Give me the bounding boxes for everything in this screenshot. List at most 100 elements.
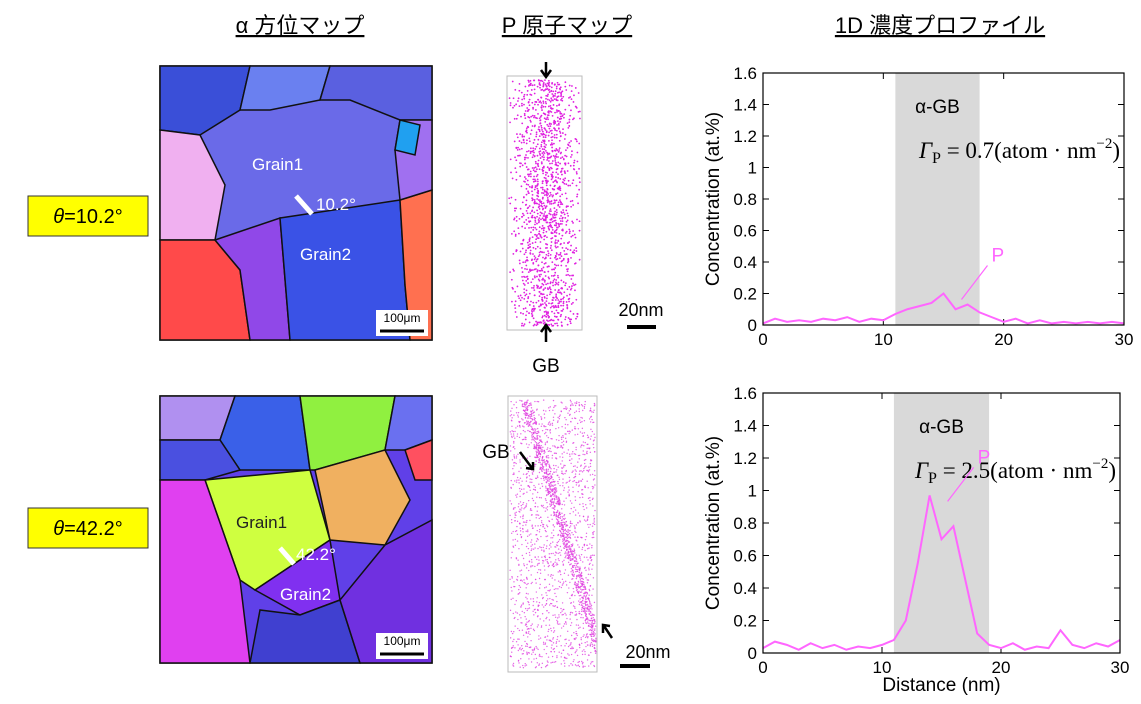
atom-dot: [532, 605, 533, 606]
atom-dot: [585, 597, 586, 598]
atom-dot: [586, 536, 587, 537]
atom-dot: [521, 148, 523, 150]
atom-dot: [586, 451, 587, 452]
atom-dot: [513, 431, 514, 432]
atom-dot: [557, 312, 559, 314]
atom-dot: [570, 140, 572, 142]
atom-dot: [547, 226, 549, 228]
atom-dot: [557, 100, 559, 102]
atom-dot: [568, 556, 569, 557]
atom-dot: [593, 486, 594, 487]
atom-dot: [534, 255, 536, 257]
atom-dot: [589, 600, 590, 601]
atom-dot: [552, 214, 554, 216]
atom-dot: [545, 136, 547, 138]
atom-dot: [528, 421, 529, 422]
atom-dot: [554, 129, 556, 131]
atom-dot: [578, 627, 579, 628]
atom-dot: [523, 653, 524, 654]
atom-dot: [591, 638, 592, 639]
atom-dot: [539, 270, 541, 272]
atom-dot: [552, 229, 554, 231]
atom-dot: [521, 507, 522, 508]
atom-dot: [567, 540, 568, 541]
atom-dot: [525, 314, 527, 316]
atom-dot: [594, 451, 595, 452]
atom-dot: [574, 476, 575, 477]
atom-dot: [587, 548, 588, 549]
atom-dot: [579, 259, 581, 261]
atom-dot: [551, 644, 552, 645]
atom-dot: [512, 178, 514, 180]
atom-dot: [587, 448, 588, 449]
y-tick-label: 1: [748, 159, 757, 178]
atom-dot: [542, 458, 543, 459]
atom-dot: [579, 587, 580, 588]
atom-dot: [551, 86, 553, 88]
atom-dot: [576, 401, 577, 402]
atom-dot: [560, 305, 562, 307]
y-tick-label: 1.6: [733, 64, 757, 83]
atom-dot: [582, 597, 583, 598]
atom-dot: [529, 560, 530, 561]
atom-dot: [549, 466, 550, 467]
atom-dot: [548, 469, 549, 470]
atom-dot: [535, 579, 536, 580]
atom-dot: [560, 402, 561, 403]
atom-dot: [549, 584, 550, 585]
atom-dot: [576, 107, 578, 109]
atom-dot: [553, 465, 554, 466]
atom-dot: [509, 570, 510, 571]
atom-dot: [556, 655, 557, 656]
atom-dot: [555, 428, 556, 429]
atom-dot: [581, 578, 582, 579]
atom-dot: [526, 473, 527, 474]
atom-dot: [570, 400, 571, 401]
atom-dot: [547, 429, 548, 430]
atom-dot: [527, 278, 529, 280]
atom-dot: [550, 438, 551, 439]
atom-dot: [549, 465, 550, 466]
atom-dot: [548, 316, 550, 318]
atom-dot: [565, 209, 567, 211]
atom-dot: [524, 94, 526, 96]
atom-dot: [529, 604, 530, 605]
atom-dot: [518, 471, 519, 472]
atom-dot: [539, 120, 541, 122]
atom-dot: [529, 478, 530, 479]
atom-dot: [540, 218, 542, 220]
atom-dot: [554, 289, 556, 291]
atom-dot: [525, 465, 526, 466]
atom-dot: [566, 554, 567, 555]
atom-dot: [578, 428, 579, 429]
atom-dot: [527, 646, 528, 647]
atom-dot: [537, 539, 538, 540]
atom-dot: [516, 480, 517, 481]
atom-dot: [542, 217, 544, 219]
atom-dot: [563, 211, 565, 213]
atom-dot: [524, 565, 525, 566]
atom-dot: [577, 434, 578, 435]
atom-dot: [561, 212, 563, 214]
atom-dot: [523, 502, 524, 503]
atom-dot: [535, 302, 537, 304]
atom-dot: [517, 454, 518, 455]
atom-dot: [557, 82, 559, 84]
atom-dot: [534, 178, 536, 180]
atom-dot: [559, 539, 560, 540]
atom-dot: [511, 420, 512, 421]
atom-dot: [554, 323, 556, 325]
atom-dot: [543, 156, 545, 158]
atom-dot: [560, 463, 561, 464]
atom-dot: [586, 557, 587, 558]
atom-dot: [582, 471, 583, 472]
atom-dot: [530, 628, 531, 629]
atom-dot: [548, 83, 550, 85]
atom-dot: [567, 288, 569, 290]
atom-dot: [542, 182, 544, 184]
atom-dot: [593, 615, 594, 616]
atom-dot: [543, 239, 545, 241]
atom-dot: [543, 550, 544, 551]
atom-dot: [558, 292, 560, 294]
atom-dot: [548, 131, 550, 133]
